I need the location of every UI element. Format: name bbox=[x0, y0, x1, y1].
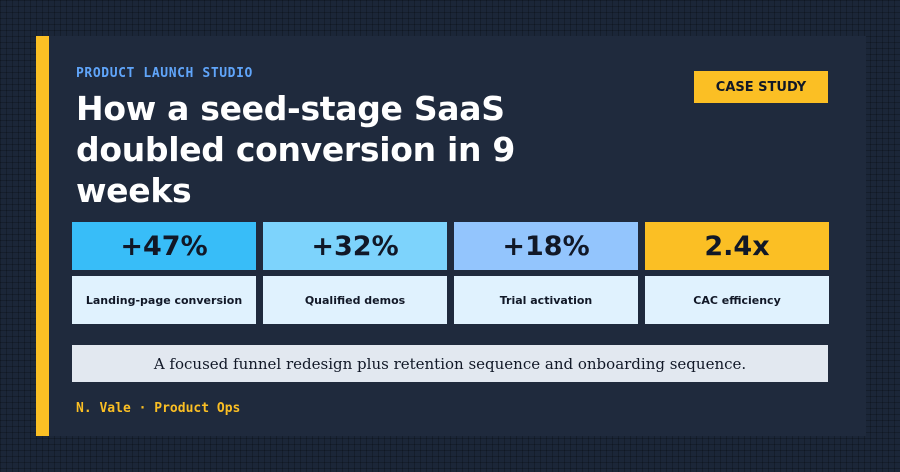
author-byline: N. Vale · Product Ops bbox=[76, 401, 241, 416]
stat-label: Qualified demos bbox=[263, 276, 447, 324]
stats-row: +47% Landing-page conversion +32% Qualif… bbox=[72, 222, 829, 324]
case-study-badge: CASE STUDY bbox=[694, 71, 828, 103]
stat-value: +32% bbox=[263, 222, 447, 270]
stat-label: Landing-page conversion bbox=[72, 276, 256, 324]
stat-card: +47% Landing-page conversion bbox=[72, 222, 256, 324]
stat-value: 2.4x bbox=[645, 222, 829, 270]
accent-bar bbox=[36, 36, 49, 436]
stat-card: +32% Qualified demos bbox=[263, 222, 447, 324]
stat-label: CAC efficiency bbox=[645, 276, 829, 324]
summary-banner: A focused funnel redesign plus retention… bbox=[72, 345, 828, 382]
stat-card: +18% Trial activation bbox=[454, 222, 638, 324]
stat-value: +47% bbox=[72, 222, 256, 270]
eyebrow-label: PRODUCT LAUNCH STUDIO bbox=[76, 66, 253, 81]
stat-value: +18% bbox=[454, 222, 638, 270]
stat-label: Trial activation bbox=[454, 276, 638, 324]
page-title: How a seed-stage SaaS doubled conversion… bbox=[76, 89, 516, 210]
stat-card: 2.4x CAC efficiency bbox=[645, 222, 829, 324]
case-study-card: PRODUCT LAUNCH STUDIO CASE STUDY How a s… bbox=[36, 36, 866, 436]
